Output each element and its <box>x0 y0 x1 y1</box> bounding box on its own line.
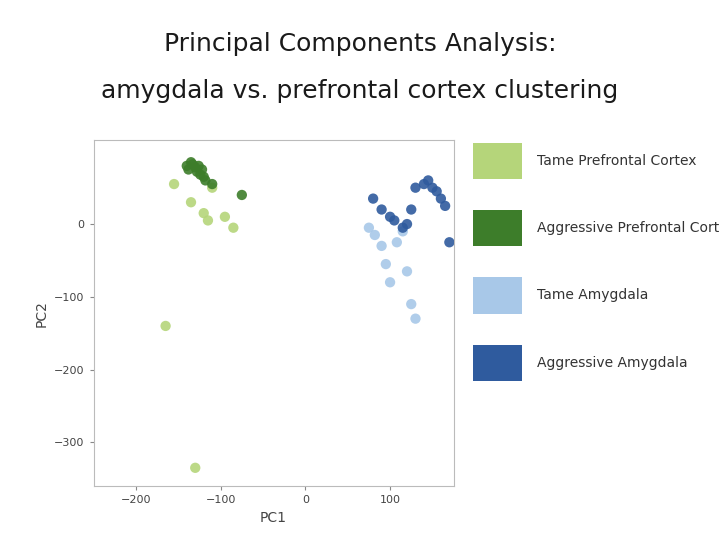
Point <box>410 184 421 192</box>
FancyBboxPatch shape <box>473 345 522 381</box>
Point <box>435 194 446 203</box>
Point <box>405 205 417 214</box>
Text: Principal Components Analysis:: Principal Components Analysis: <box>163 32 557 56</box>
Text: amygdala vs. prefrontal cortex clustering: amygdala vs. prefrontal cortex clusterin… <box>102 79 618 103</box>
Point <box>397 224 408 232</box>
Text: Aggressive Prefrontal Cortex: Aggressive Prefrontal Cortex <box>536 221 720 235</box>
Y-axis label: PC2: PC2 <box>35 300 48 327</box>
Point <box>384 278 396 287</box>
Point <box>397 227 408 235</box>
Text: Tame Prefrontal Cortex: Tame Prefrontal Cortex <box>536 154 696 168</box>
FancyBboxPatch shape <box>473 210 522 246</box>
Point <box>181 161 192 170</box>
Point <box>439 201 451 210</box>
Point <box>187 160 199 168</box>
Point <box>160 322 171 330</box>
Point <box>423 176 434 185</box>
FancyBboxPatch shape <box>473 143 522 179</box>
Point <box>444 238 455 247</box>
Point <box>185 198 197 207</box>
Point <box>367 194 379 203</box>
Point <box>401 220 413 228</box>
Point <box>198 209 210 218</box>
Point <box>418 180 430 188</box>
Point <box>389 216 400 225</box>
Point <box>189 463 201 472</box>
Point <box>405 300 417 308</box>
X-axis label: PC1: PC1 <box>260 511 287 524</box>
Point <box>185 158 197 166</box>
FancyBboxPatch shape <box>473 278 522 314</box>
Point <box>384 212 396 221</box>
Point <box>193 161 204 170</box>
Point <box>194 170 206 179</box>
Point <box>376 205 387 214</box>
Point <box>168 180 180 188</box>
Point <box>207 180 218 188</box>
Point <box>380 260 392 268</box>
Point <box>369 231 381 239</box>
Point <box>219 212 230 221</box>
Text: Aggressive Amygdala: Aggressive Amygdala <box>536 356 687 370</box>
Point <box>363 224 374 232</box>
Point <box>198 172 210 181</box>
Point <box>391 238 402 247</box>
Point <box>199 176 211 185</box>
Point <box>228 224 239 232</box>
Point <box>192 167 203 176</box>
Point <box>202 216 214 225</box>
Point <box>189 163 201 172</box>
Point <box>401 267 413 276</box>
Point <box>410 314 421 323</box>
Point <box>431 187 442 195</box>
Point <box>427 184 438 192</box>
Point <box>197 165 208 174</box>
Point <box>236 191 248 199</box>
Point <box>376 241 387 250</box>
Point <box>183 165 194 174</box>
Text: Tame Amygdala: Tame Amygdala <box>536 288 648 302</box>
Point <box>207 184 218 192</box>
